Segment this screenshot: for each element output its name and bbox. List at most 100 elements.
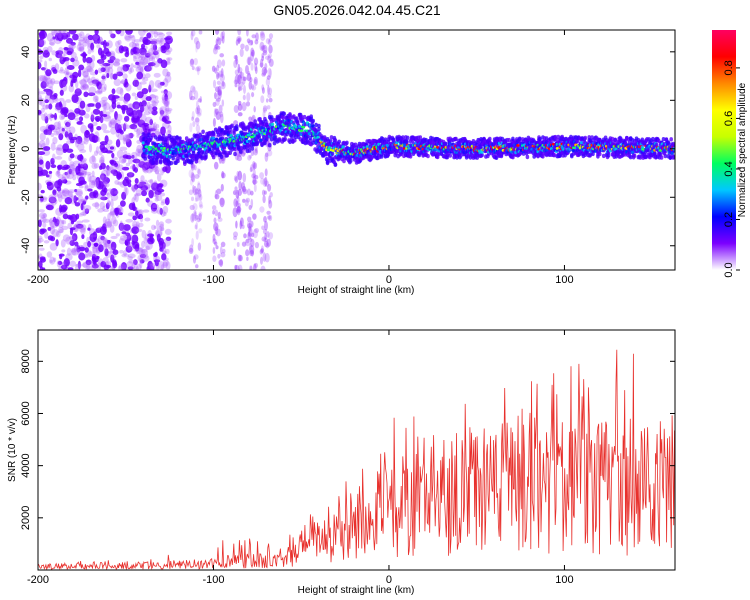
spectrogram-cell [196, 187, 201, 195]
spectrogram-cell [103, 242, 108, 252]
spectrogram-cell [125, 83, 132, 92]
spectrogram-cell [39, 228, 45, 235]
spectrogram-cell [215, 97, 221, 102]
spectrogram-cell [264, 152, 269, 162]
spectrogram-cell [134, 42, 140, 46]
spectrogram-cell [262, 252, 267, 262]
spectrogram-cell [55, 126, 60, 135]
spectrogram-cell [251, 92, 255, 98]
spectrogram-cell [53, 112, 58, 120]
spectrogram-cell [131, 226, 140, 235]
spectrogram-cell [238, 71, 245, 79]
spectrogram-cell [212, 101, 217, 107]
spectrogram-cell [85, 259, 92, 266]
spectrogram-cell [87, 34, 94, 41]
spectrogram-frame [37, 29, 676, 271]
spectrogram-cell [259, 58, 264, 68]
spectrogram-cell [240, 43, 245, 50]
spectrogram-cell [238, 180, 242, 191]
spectrogram-cell [49, 225, 56, 235]
spectrogram-cell [58, 101, 62, 108]
spectrogram-cell [237, 202, 241, 208]
spectrogram-cell [311, 124, 315, 128]
colorbar-tick-label: 0.6 [723, 111, 735, 126]
spectrogram-cell [65, 236, 73, 245]
spectrogram-cell [268, 39, 271, 46]
spectrogram-cell [78, 252, 86, 261]
spectrogram-cell [263, 240, 269, 248]
spectrogram-cell [454, 136, 458, 142]
spectrogram-cell [153, 72, 161, 78]
spectrogram-cell [405, 135, 410, 140]
spectrogram-cell [246, 256, 249, 262]
spectrogram-cell [330, 151, 335, 156]
spectrogram-cell [139, 35, 144, 41]
spectrogram-cell [120, 58, 128, 63]
spectrogram-cell [194, 117, 200, 123]
spectrogram-cell [250, 238, 255, 248]
spectrogram-cell [133, 110, 138, 119]
spectrogram-cell [159, 109, 164, 117]
spectrogram-cell [62, 189, 70, 194]
spectrogram-cell [71, 94, 79, 104]
spectrogram-cell [242, 172, 247, 183]
spectrogram-cell [75, 87, 81, 92]
spectrogram-cell [247, 148, 252, 153]
spectrogram-cell [267, 143, 272, 148]
spectrogram-cell [242, 198, 246, 203]
spectrogram-cell [65, 121, 71, 127]
spectrogram-cell [214, 86, 220, 93]
spectrogram-cell [208, 148, 212, 152]
spectrogram-cell [100, 54, 107, 61]
spectrogram-cell [233, 104, 239, 114]
spectrogram-cell [194, 197, 198, 202]
spectrogram-cell [370, 155, 374, 160]
spectrogram-cell [127, 133, 131, 141]
spectrogram-cell [55, 156, 63, 160]
spectrogram-cell [250, 85, 257, 91]
spectrogram-cell [116, 164, 124, 172]
spectrogram-cell [143, 162, 151, 170]
spectrogram-cell [260, 177, 265, 185]
spectrogram-cell [87, 240, 92, 248]
spectrogram-cell [98, 150, 103, 156]
spectrogram-cell [136, 144, 143, 154]
spectrogram-cell [200, 154, 204, 159]
spectrogram-cell [266, 210, 271, 215]
spectrogram-cell [148, 264, 156, 269]
spectrogram-cell [84, 171, 92, 176]
spectrogram-cell [152, 61, 160, 68]
spectrogram-cell [149, 119, 153, 126]
spectrogram-cell [102, 216, 107, 225]
spectrogram-cell [277, 137, 282, 142]
spectrogram-cell [74, 241, 79, 247]
spectrogram-cell [198, 200, 203, 208]
spectrogram-cell [211, 155, 216, 160]
spectrogram-cell [233, 55, 238, 60]
spectrogram-cell [216, 188, 222, 195]
spectrogram-cell [214, 190, 218, 199]
spectrogram-cell [154, 131, 162, 136]
spectrogram-cell [212, 46, 218, 55]
spectrogram-cell [139, 259, 145, 264]
spectrogram-cell [211, 149, 215, 154]
spectrogram-cell [288, 115, 292, 120]
spectrogram-cell [93, 150, 99, 156]
spectrogram-cell [40, 81, 47, 89]
spectrogram-cell [254, 147, 258, 154]
spectrogram-cell [153, 225, 157, 229]
spectrogram-cell [164, 197, 170, 206]
spectrogram-cell [243, 84, 246, 94]
spectrogram-cell [114, 207, 119, 216]
spectrogram-cell [74, 88, 82, 97]
spectrogram-cell [672, 154, 675, 160]
spectrogram-cell [261, 189, 266, 196]
spectrogram-cell [59, 113, 65, 121]
spectrogram-cell [212, 238, 217, 245]
spectrogram-cell [138, 209, 144, 216]
spectrogram-cell [139, 47, 147, 56]
spectrogram-cell [45, 104, 50, 110]
spectrogram-cell [81, 234, 85, 239]
spectrogram-cell [151, 38, 158, 47]
spectrogram-cell [97, 137, 101, 143]
